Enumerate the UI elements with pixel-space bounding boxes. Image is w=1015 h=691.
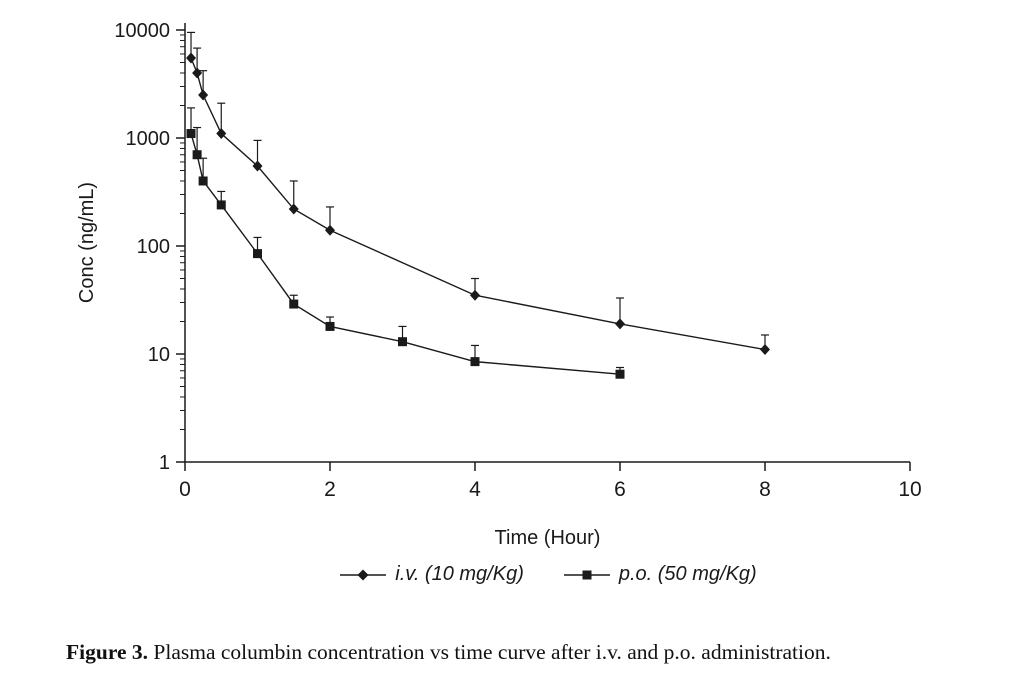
concentration-time-chart: 1 10 100 1000 10000 0 2 4 6 8 10 Conc (ng/mL) Time (… [76,20,922,549]
svg-text:6: 6 [614,478,626,501]
chart-legend: i.v. (10 mg/Kg) p.o. (50 mg/Kg) [185,563,910,586]
legend-item-iv: i.v. (10 mg/Kg) [338,563,524,586]
figure-caption-text: Plasma columbin concentration vs time cu… [153,639,831,664]
legend-label-po: p.o. (50 mg/Kg) [618,563,757,585]
iv-diamond-marker-icon [340,569,387,580]
svg-text:1000: 1000 [126,128,171,150]
svg-text:Conc (ng/mL): Conc (ng/mL) [76,182,98,303]
svg-text:0: 0 [179,478,191,501]
svg-text:4: 4 [469,478,481,501]
figure-caption: Figure 3. Plasma columbin concentration … [66,638,950,666]
svg-text:10: 10 [148,344,170,366]
svg-text:8: 8 [759,478,771,501]
svg-text:Time (Hour): Time (Hour) [495,527,601,549]
po-square-marker-icon [563,570,610,579]
figure-caption-label: Figure 3. [66,639,149,664]
svg-text:2: 2 [324,478,336,501]
legend-label-iv: i.v. (10 mg/Kg) [395,563,524,585]
svg-text:1: 1 [159,452,170,474]
legend-item-po: p.o. (50 mg/Kg) [562,563,757,586]
svg-text:10000: 10000 [114,20,170,42]
svg-text:10: 10 [898,478,921,501]
svg-text:100: 100 [137,236,170,258]
